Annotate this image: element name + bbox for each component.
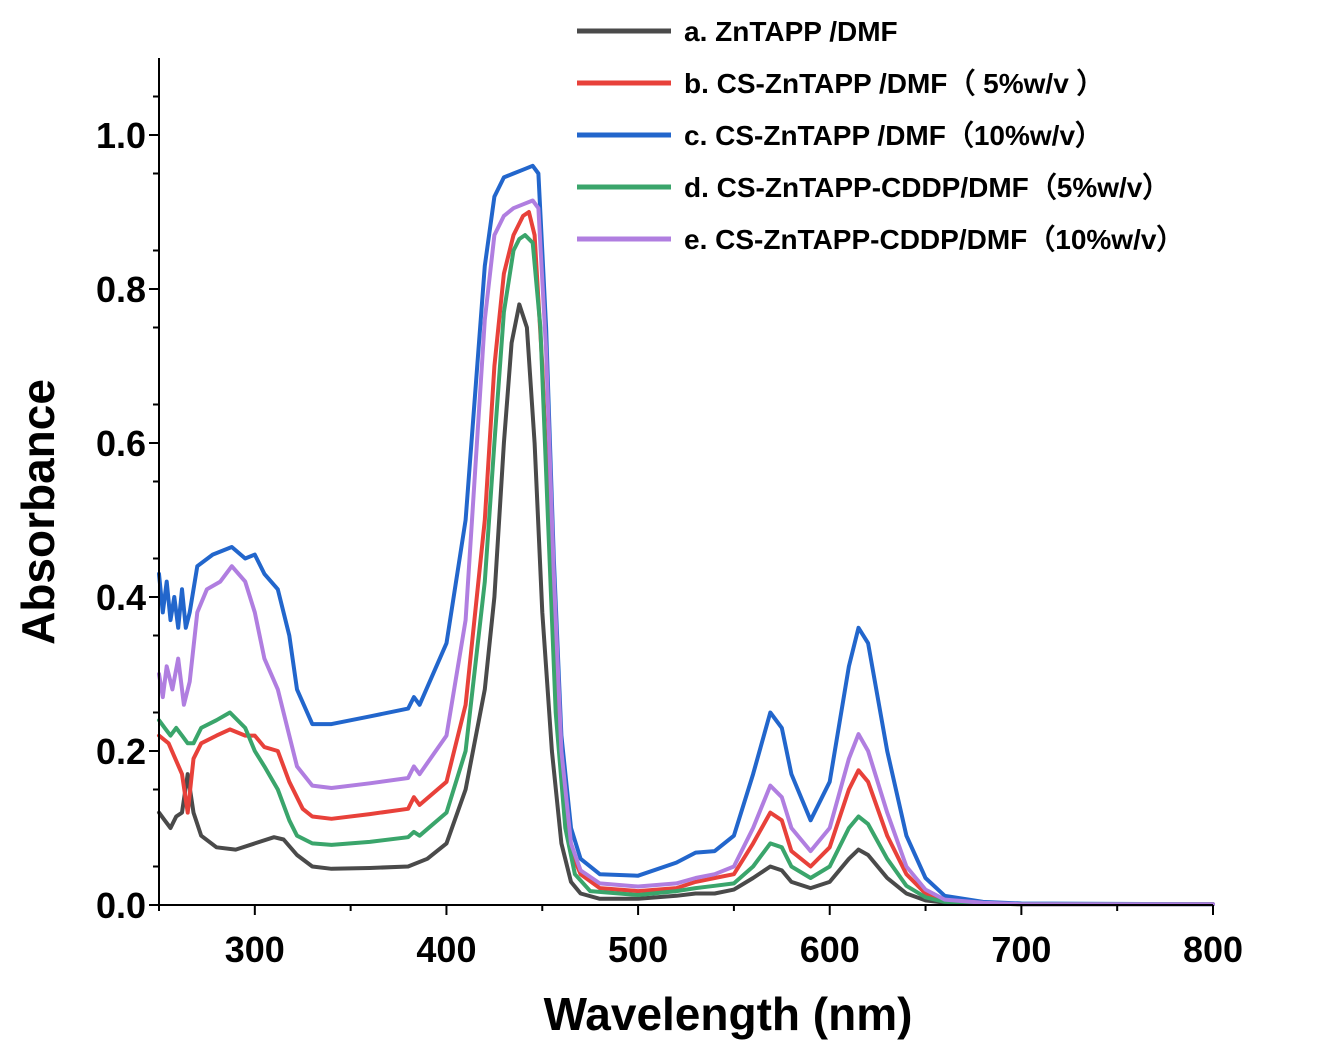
- series-line-c: [157, 163, 1215, 907]
- y-tick-label: 0.0: [96, 885, 146, 926]
- legend-label: d. CS-ZnTAPP-CDDP/DMF（5%w/v）: [684, 171, 1170, 203]
- y-tick-label: 0.4: [96, 577, 146, 618]
- series-line-e: [157, 198, 1215, 907]
- legend-label: a. ZnTAPP /DMF: [684, 16, 898, 47]
- ticks-layer: 300 400 500 600 700 800 0.0 0.2 0.4 0.6 0.8 1.0: [96, 95, 1243, 970]
- series-line-d: [157, 233, 1215, 907]
- y-tick-label: 0.8: [96, 269, 146, 310]
- legend-label: e. CS-ZnTAPP-CDDP/DMF（10%w/v）: [684, 223, 1184, 255]
- legend: a. ZnTAPP /DMF b. CS-ZnTAPP /DMF（ 5%w/v ）…: [577, 16, 1184, 255]
- x-axis-title: Wavelength (nm): [544, 988, 913, 1040]
- series-line-a: [157, 302, 1215, 907]
- y-tick-label: 0.2: [96, 731, 146, 772]
- x-tick-label: 600: [800, 929, 860, 970]
- legend-label: b. CS-ZnTAPP /DMF（ 5%w/v ）: [684, 67, 1105, 99]
- y-axis-title: Absorbance: [12, 379, 64, 645]
- y-tick-label: 1.0: [96, 115, 146, 156]
- y-tick-label: 0.6: [96, 423, 146, 464]
- legend-label: c. CS-ZnTAPP /DMF（10%w/v）: [684, 119, 1103, 151]
- x-tick-label: 800: [1183, 929, 1243, 970]
- x-tick-label: 300: [225, 929, 285, 970]
- series-layer: [157, 163, 1215, 907]
- series-line-b: [157, 210, 1215, 907]
- x-tick-label: 700: [991, 929, 1051, 970]
- x-tick-label: 500: [608, 929, 668, 970]
- x-tick-label: 400: [416, 929, 476, 970]
